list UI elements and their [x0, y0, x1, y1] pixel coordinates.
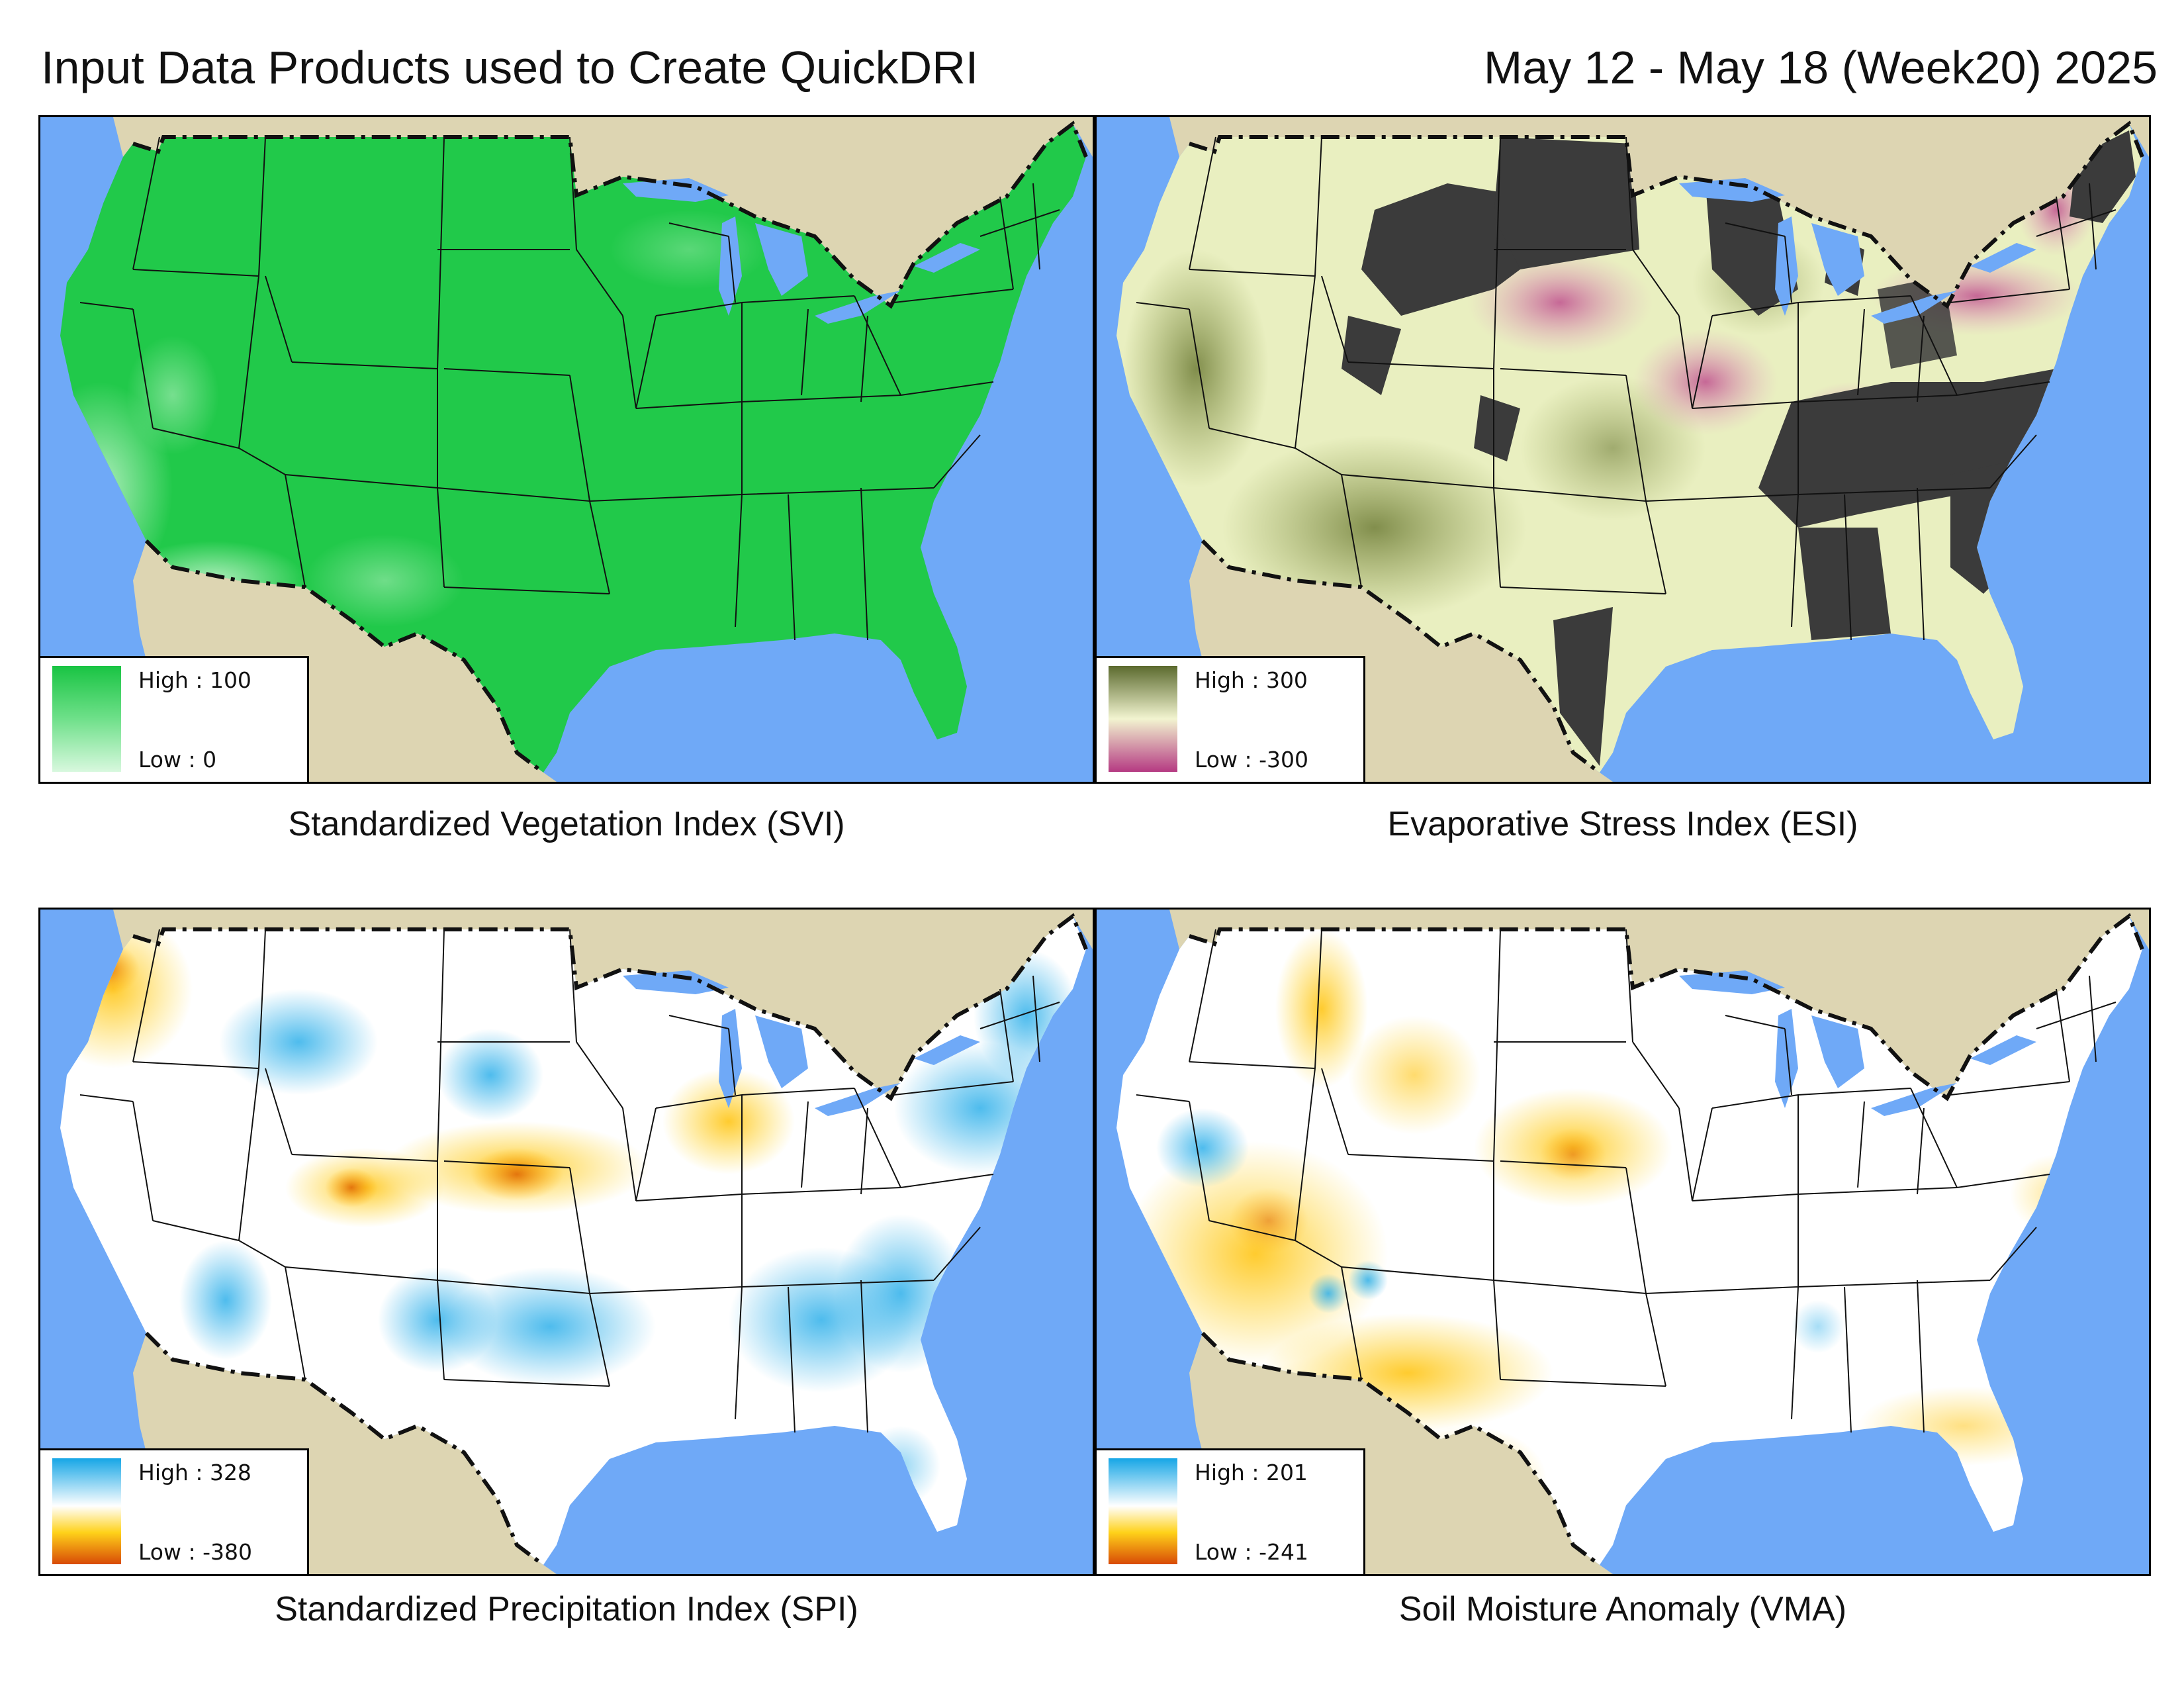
svi-legend: High : 100 Low : 0	[40, 656, 309, 782]
vma-map	[1097, 910, 2149, 1574]
esi-map-panel: High : 300 Low : -300	[1095, 115, 2151, 784]
svi-legend-high: High : 100	[138, 667, 251, 693]
vma-legend-gradient	[1109, 1458, 1177, 1564]
spi-legend-gradient	[52, 1458, 121, 1564]
svi-map	[40, 117, 1093, 782]
spi-legend: High : 328 Low : -380	[40, 1448, 309, 1574]
vma-caption: Soil Moisture Anomaly (VMA)	[1398, 1590, 1847, 1628]
esi-caption: Evaporative Stress Index (ESI)	[1387, 805, 1858, 843]
svi-legend-gradient	[52, 666, 121, 772]
spi-map-panel: High : 328 Low : -380	[38, 908, 1095, 1576]
svi-legend-low: Low : 0	[138, 747, 217, 773]
esi-map	[1097, 117, 2149, 782]
esi-legend: High : 300 Low : -300	[1097, 656, 1365, 782]
vma-legend: High : 201 Low : -241	[1097, 1448, 1365, 1574]
spi-legend-low: Low : -380	[138, 1539, 252, 1565]
vma-legend-high: High : 201	[1195, 1460, 1308, 1485]
svi-caption: Standardized Vegetation Index (SVI)	[288, 805, 845, 843]
esi-legend-high: High : 300	[1195, 667, 1308, 693]
vma-map-panel: High : 201 Low : -241	[1095, 908, 2151, 1576]
esi-legend-low: Low : -300	[1195, 747, 1308, 773]
vma-legend-low: Low : -241	[1195, 1539, 1308, 1565]
esi-legend-gradient	[1109, 666, 1177, 772]
spi-caption: Standardized Precipitation Index (SPI)	[275, 1590, 858, 1628]
date-range: May 12 - May 18 (Week20) 2025	[1483, 42, 2158, 93]
spi-map	[40, 910, 1093, 1574]
svi-map-panel: High : 100 Low : 0	[38, 115, 1095, 784]
page-title: Input Data Products used to Create Quick…	[41, 42, 979, 93]
spi-legend-high: High : 328	[138, 1460, 251, 1485]
